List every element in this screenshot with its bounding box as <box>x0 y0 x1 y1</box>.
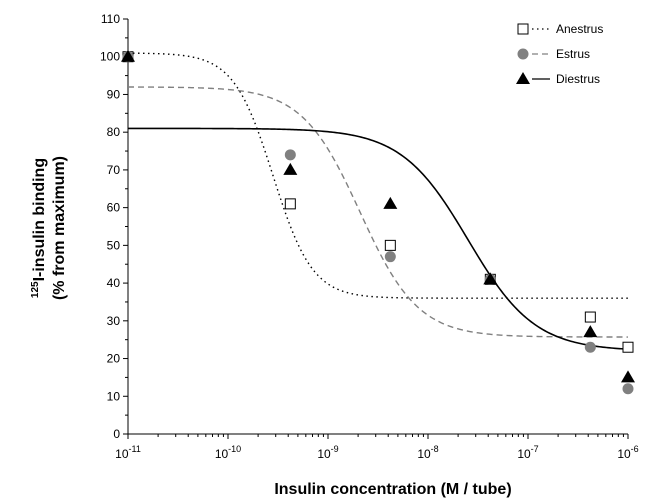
y-tick-label: 90 <box>107 87 121 101</box>
x-tick-label: 10-7 <box>517 444 538 461</box>
x-tick-label: 10-11 <box>115 444 141 461</box>
data-point-anestrus <box>384 239 396 251</box>
y-axis-label: 125I-insulin binding <box>30 158 48 298</box>
legend-label-diestrus: Diestrus <box>556 72 600 86</box>
y-tick-label: 70 <box>107 163 121 177</box>
data-point-diestrus <box>121 49 135 62</box>
fit-curve-diestrus <box>128 127 629 350</box>
y-tick-label: 50 <box>107 238 121 252</box>
data-point-diestrus <box>621 370 635 383</box>
y-tick-label: 20 <box>107 352 121 366</box>
data-points <box>121 49 635 395</box>
x-tick-label: 10-8 <box>417 444 438 461</box>
y-tick-label: 100 <box>100 50 120 64</box>
y-tick-label: 10 <box>107 389 121 403</box>
y-axis-label-line1: I-insulin binding <box>31 158 48 282</box>
y-axis-label-line2: (% from maximum) <box>51 156 68 300</box>
legend-label-anestrus: Anestrus <box>556 22 603 36</box>
data-point-anestrus <box>622 341 634 353</box>
data-point-estrus <box>622 383 634 395</box>
y-tick-label: 110 <box>101 12 120 26</box>
y-tick-label: 80 <box>107 125 121 139</box>
legend-marker-anestrus <box>517 23 529 35</box>
data-point-diestrus <box>583 325 598 338</box>
data-point-estrus <box>384 251 396 263</box>
data-point-diestrus <box>383 196 398 209</box>
legend: Anestrus Estrus Diestrus <box>516 22 603 86</box>
fit-curves <box>127 52 629 350</box>
y-tick-label: 60 <box>107 201 121 215</box>
axes: 0 10 20 30 40 50 60 70 80 90 100 110 10-11 10-10 10-9 1… <box>100 12 639 461</box>
legend-marker-estrus <box>517 48 529 60</box>
legend-label-estrus: Estrus <box>556 47 590 61</box>
legend-marker-diestrus <box>516 72 530 84</box>
x-axis-label: Insulin concentration (M / tube) <box>274 481 511 498</box>
data-point-estrus <box>284 149 296 161</box>
data-point-anestrus <box>584 311 596 323</box>
x-tick-label: 10-10 <box>215 444 241 461</box>
data-point-diestrus <box>483 272 498 285</box>
y-tick-label: 0 <box>113 427 120 441</box>
data-point-estrus <box>584 341 596 353</box>
data-point-diestrus <box>283 162 298 175</box>
fit-curve-anestrus <box>127 52 628 299</box>
data-point-anestrus <box>284 198 296 210</box>
x-tick-label: 10-6 <box>617 444 638 461</box>
y-tick-label: 40 <box>107 276 121 290</box>
y-tick-label: 30 <box>107 314 121 328</box>
y-axis-label-superscript: 125 <box>30 281 41 298</box>
fit-curve-estrus <box>127 86 628 338</box>
x-tick-label: 10-9 <box>317 444 338 461</box>
